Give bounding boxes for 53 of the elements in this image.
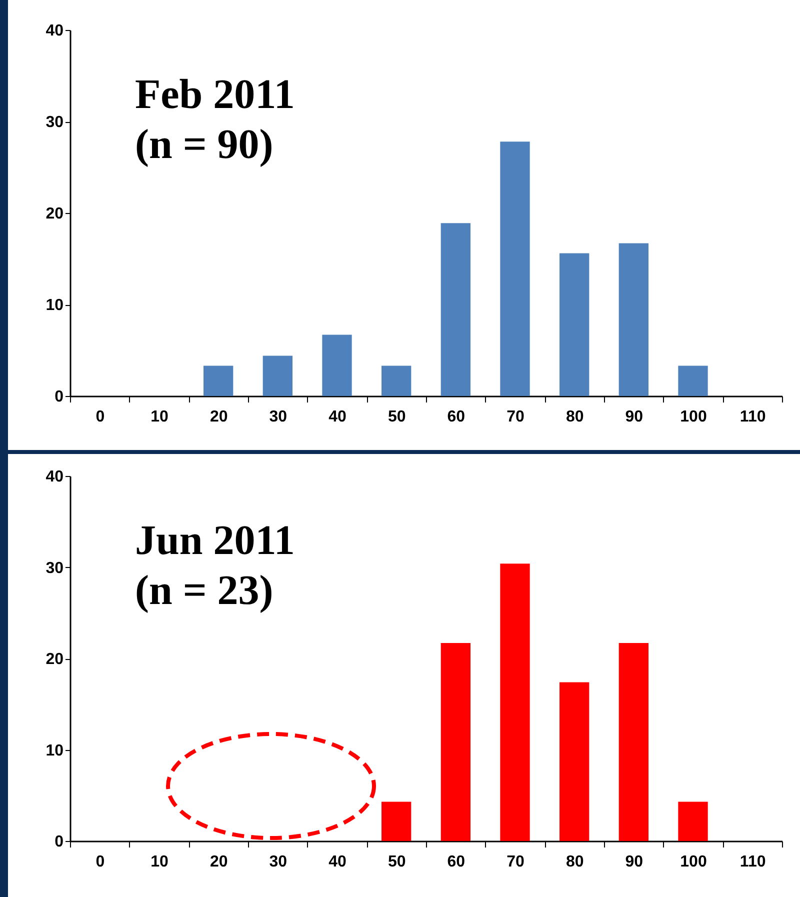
x-tick-label: 80 [566,408,584,426]
y-tick-label: 20 [46,206,64,222]
bar [440,223,470,396]
bar [560,253,590,396]
x-tick-label: 20 [210,408,228,426]
bar [560,682,590,841]
bar [618,642,648,841]
x-tick-label: 30 [269,408,288,426]
x-tick-label: 10 [150,408,168,426]
bar [678,802,708,841]
text: (n = 90) [135,122,274,168]
y-tick-label: 40 [46,468,64,486]
x-tick-label: 20 [210,854,228,870]
y-tick-label: 40 [46,22,64,40]
x-tick-label: 30 [269,854,288,870]
x-tick-label: 90 [625,854,644,870]
x-tick-label: 0 [96,854,105,870]
text: Feb 2011 [135,72,295,118]
y-tick-label: 0 [54,834,64,850]
x-tick-label: 70 [506,408,524,426]
x-tick-label: 50 [388,408,406,426]
bar [204,366,234,396]
x-tick-label: 60 [447,854,466,870]
bar [500,142,530,396]
bar [322,334,352,396]
bar [440,642,470,841]
x-tick-label: 40 [328,408,346,426]
x-tick-label: 80 [566,854,584,870]
y-tick-label: 10 [46,742,64,760]
x-tick-label: 0 [96,408,105,426]
y-tick-label: 0 [54,388,64,406]
x-tick-label: 60 [447,408,466,426]
y-tick-label: 10 [46,297,64,314]
x-tick-label: 110 [740,854,766,870]
y-tick-label: 20 [46,651,64,668]
x-tick-label: 100 [680,408,707,426]
x-tick-label: 50 [388,854,406,870]
bar [678,366,708,396]
x-tick-label: 40 [328,854,346,870]
x-tick-label: 10 [150,854,168,870]
bar [262,356,292,396]
bar [382,366,412,396]
x-tick-label: 110 [740,408,766,426]
text: Jun 2011 [135,518,295,564]
bar [500,564,530,841]
bar [618,243,648,396]
x-tick-label: 100 [680,854,707,870]
y-tick-label: 30 [46,560,64,577]
bar [382,802,412,841]
x-tick-label: 70 [506,854,524,870]
y-tick-label: 30 [46,114,64,131]
text: (n = 23) [135,568,274,614]
x-tick-label: 90 [625,408,644,426]
